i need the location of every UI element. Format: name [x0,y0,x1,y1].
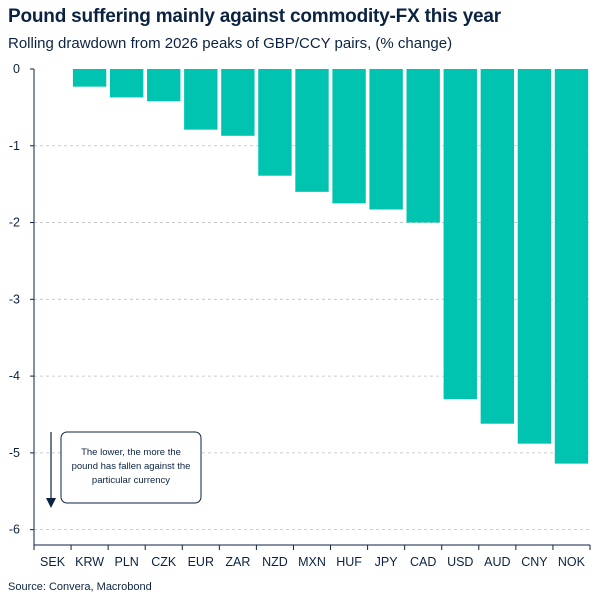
x-tick-label: ZAR [225,555,250,569]
y-tick-label: -4 [9,369,20,383]
x-tick-labels: SEK KRW PLN CZK EUR ZAR NZD MXN HUF JPY CAD USD AUD C… [40,555,586,569]
x-tick-label: USD [447,555,473,569]
annotation-line-1: The lower, the more the [81,447,181,458]
bar-krw [72,69,107,87]
bar-pln [109,69,144,98]
x-tick-label: CAD [410,555,436,569]
bar-aud [480,69,515,424]
chart-title: Pound suffering mainly against commodity… [8,6,501,27]
x-tick-label: NOK [558,555,586,569]
x-tick-label: AUD [484,555,510,569]
bar-cad [406,69,440,223]
x-tick-label: PLN [115,555,139,569]
bar-eur [184,69,218,130]
y-tick-label: -5 [9,446,20,460]
y-tick-label: 0 [13,62,20,76]
x-tick-label: JPY [375,555,399,569]
y-tick-labels: 0 -1 -2 -3 -4 -5 -6 [9,62,20,537]
bars [72,69,589,464]
bar-czk [147,69,181,102]
down-arrow-icon [46,498,56,508]
x-tick-label: HUF [336,555,362,569]
bar-usd [443,69,477,400]
x-tick-label: SEK [40,555,66,569]
source-note: Source: Convera, Macrobond [8,581,152,593]
x-tick-label: EUR [188,555,214,569]
y-tick-label: -2 [9,216,20,230]
annotation: The lower, the more the pound has fallen… [46,431,202,508]
bar-zar [221,69,255,136]
bar-jpy [369,69,403,210]
axes [30,68,591,550]
bar-cny [517,69,552,444]
x-tick-label: CZK [151,555,177,569]
bar-mxn [295,69,329,192]
annotation-line-3: particular currency [92,475,170,486]
annotation-line-2: pound has fallen against the [72,461,191,472]
annotation-box [60,431,202,504]
y-tick-label: -1 [9,139,20,153]
bar-huf [332,69,366,204]
chart-subtitle: Rolling drawdown from 2026 peaks of GBP/… [8,35,453,52]
bar-nok [554,69,589,464]
bar-nzd [258,69,292,176]
x-tick-label: CNY [521,555,548,569]
x-tick-label: NZD [262,555,288,569]
y-tick-label: -6 [9,523,20,537]
x-tick-label: KRW [75,555,104,569]
x-tick-label: MXN [298,555,326,569]
y-tick-label: -3 [9,292,20,306]
